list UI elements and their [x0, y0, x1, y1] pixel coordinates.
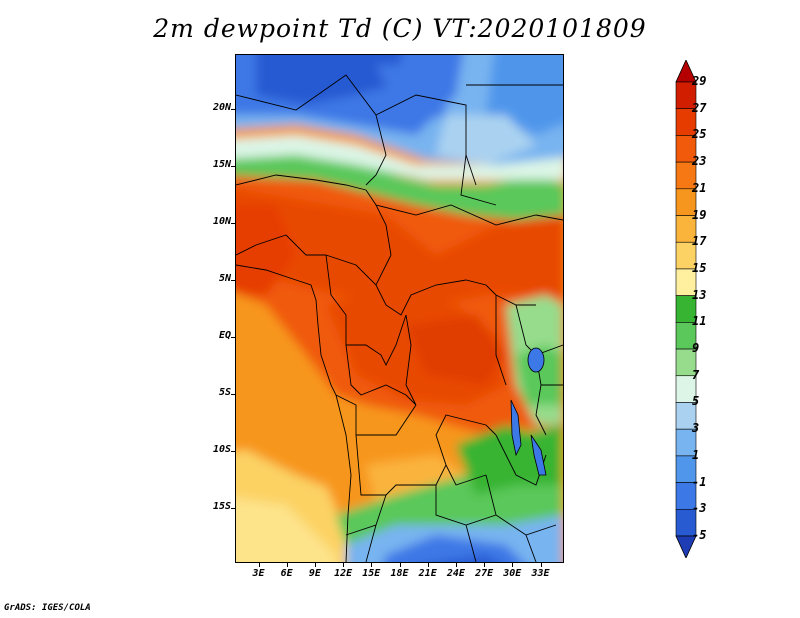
lat-tick-label: 5S	[218, 387, 231, 399]
lat-tick-label: 10S	[212, 444, 231, 456]
lon-tick-mark	[427, 563, 429, 567]
lon-tick-mark	[540, 563, 542, 567]
lon-tick-label: 27E	[475, 568, 494, 579]
colorbar-label: 29	[692, 74, 707, 88]
lat-tick-mark	[231, 279, 235, 281]
coastline	[236, 264, 352, 562]
lon-tick-label: 21E	[418, 568, 437, 579]
colorbar-label: 23	[692, 154, 707, 169]
colorbar-label: 13	[692, 287, 707, 302]
lat-tick-label: EQ	[218, 330, 231, 342]
lon-tick-mark	[371, 563, 373, 567]
lat-tick-label: 10N	[212, 215, 231, 227]
colorbar-label: 25	[692, 127, 707, 142]
lon-tick-label: 9E	[308, 568, 321, 579]
lon-tick-mark	[512, 563, 514, 567]
dewpoint-map	[236, 55, 563, 562]
colorbar-label: -1	[692, 474, 707, 489]
lat-tick-mark	[231, 451, 235, 453]
dewpoint-field	[236, 55, 563, 562]
lon-tick-label: 30E	[503, 568, 522, 579]
credit-text: GrADS: IGES/COLA	[4, 603, 91, 613]
colorbar-label: 17	[692, 234, 707, 249]
lat-tick-mark	[231, 508, 235, 510]
lon-tick-mark	[286, 563, 288, 567]
colorbar-min-triangle	[675, 535, 697, 558]
lon-tick-label: 3E	[252, 568, 265, 579]
colorbar-label: 5	[692, 394, 700, 409]
colorbar-label: 11	[692, 314, 707, 329]
lon-tick-mark	[455, 563, 457, 567]
lon-tick-mark	[399, 563, 401, 567]
colorbar-label: 1	[692, 447, 700, 462]
colorbar-label: 19	[692, 207, 707, 222]
lon-tick-label: 18E	[390, 568, 409, 579]
lat-tick-mark	[231, 108, 235, 110]
colorbar	[675, 60, 697, 558]
lon-tick-mark	[343, 563, 345, 567]
colorbar-label: -5	[692, 528, 707, 542]
lat-tick-label: 5N	[218, 272, 231, 284]
lat-tick-label: 15S	[212, 501, 231, 513]
colorbar-label: 7	[692, 367, 700, 382]
colorbar-label: 9	[692, 341, 700, 356]
lon-tick-label: 15E	[362, 568, 381, 579]
colorbar-label: 3	[692, 421, 700, 436]
lat-tick-mark	[231, 222, 235, 224]
lat-tick-mark	[231, 394, 235, 396]
colorbar-label: 27	[692, 100, 707, 115]
lon-tick-label: 6E	[280, 568, 293, 579]
colorbar-label: 15	[692, 260, 707, 275]
lon-tick-mark	[258, 563, 260, 567]
lat-tick-mark	[231, 337, 235, 339]
lon-tick-mark	[484, 563, 486, 567]
lon-tick-label: 33E	[531, 568, 550, 579]
lat-tick-mark	[231, 165, 235, 167]
lon-tick-label: 12E	[334, 568, 353, 579]
lon-tick-label: 24E	[446, 568, 465, 579]
lon-tick-mark	[314, 563, 316, 567]
map-frame	[235, 54, 564, 563]
chart-title: 2m dewpoint Td (C) VT:2020101809	[153, 14, 647, 43]
colorbar-label: -3	[692, 501, 707, 516]
lakes	[510, 347, 547, 476]
lat-tick-label: 20N	[212, 101, 231, 113]
colorbar-label: 21	[692, 180, 707, 195]
lat-tick-label: 15N	[212, 158, 231, 170]
country-borders	[236, 74, 563, 562]
